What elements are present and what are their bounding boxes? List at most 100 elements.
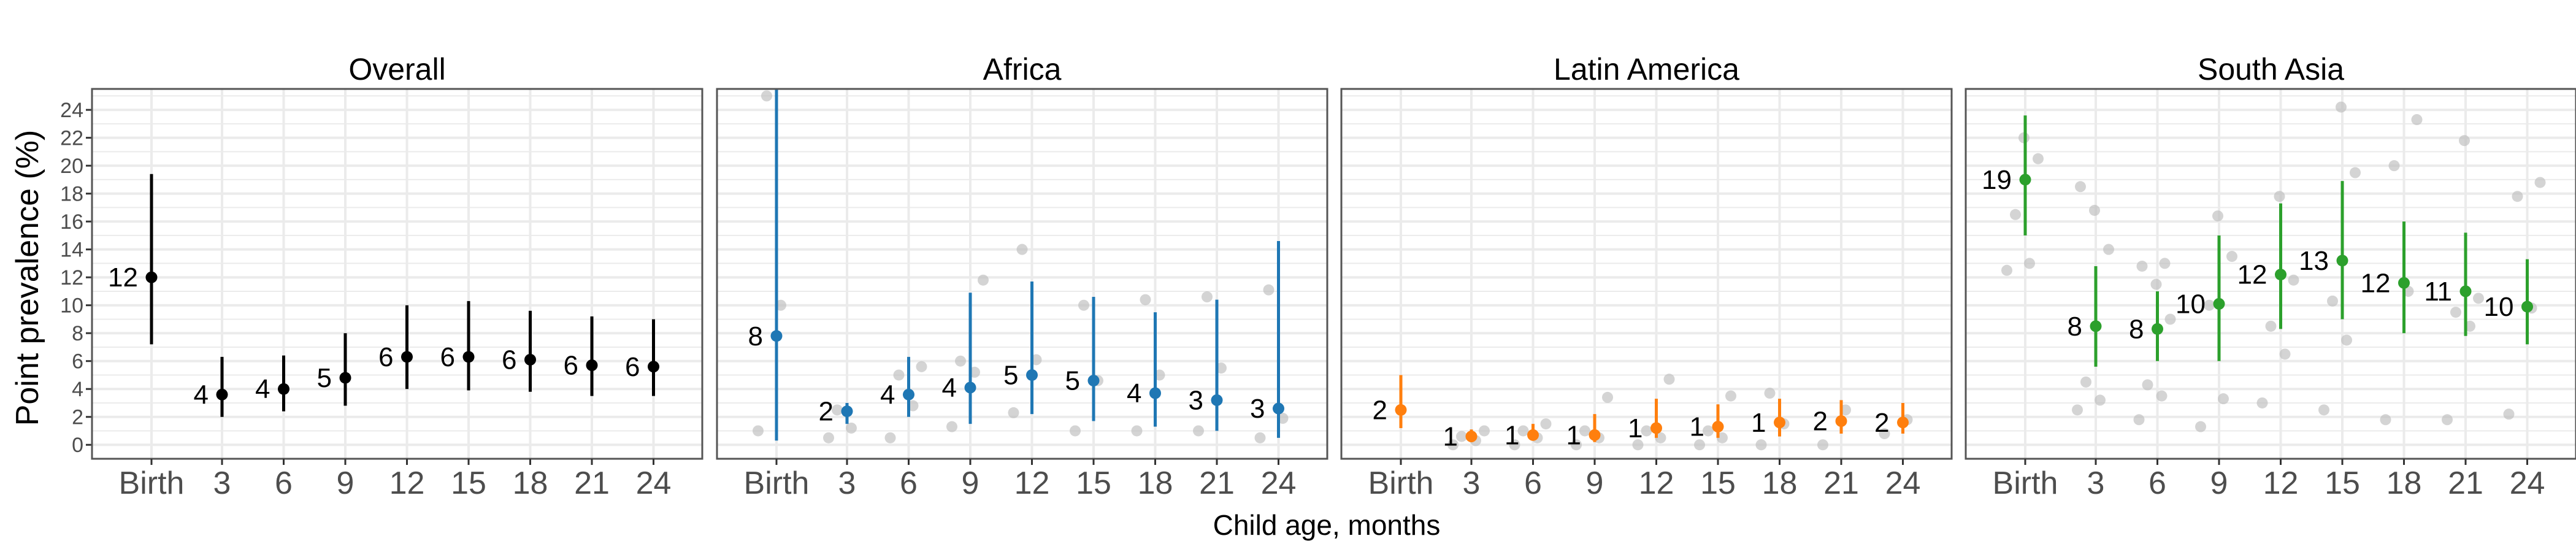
raw-data-point <box>946 421 957 432</box>
x-tick-label: 3 <box>838 466 856 501</box>
x-tick-label: 21 <box>1199 466 1235 501</box>
raw-data-point <box>2164 313 2176 325</box>
data-label: 5 <box>317 363 332 393</box>
panel-title: Latin America <box>1554 52 1739 86</box>
y-tick-label: 14 <box>60 239 83 262</box>
raw-data-point <box>2150 278 2162 290</box>
raw-data-point <box>1263 284 1275 296</box>
raw-data-point <box>1879 428 1890 440</box>
data-label: 4 <box>942 373 957 403</box>
raw-data-point <box>2075 181 2086 193</box>
point-estimate <box>964 381 976 394</box>
point-estimate <box>1149 387 1161 399</box>
x-tick-label: 15 <box>1076 466 1111 501</box>
x-tick-label: 3 <box>213 466 231 501</box>
raw-data-point <box>2442 414 2453 426</box>
raw-data-point <box>2279 348 2291 360</box>
raw-data-point <box>1456 431 1467 442</box>
point-estimate <box>1087 375 1100 387</box>
raw-data-point <box>2072 404 2083 416</box>
raw-data-point <box>2142 379 2153 391</box>
y-tick-label: 22 <box>60 127 83 150</box>
raw-data-point <box>1479 425 1490 437</box>
y-tick-label: 6 <box>72 350 83 374</box>
point-estimate <box>524 353 536 366</box>
point-estimate <box>2521 301 2533 313</box>
x-tick-label: 24 <box>1885 466 1921 501</box>
raw-data-point <box>1517 425 1529 437</box>
raw-data-point <box>1008 407 1019 418</box>
x-tick-label: 12 <box>1639 466 1674 501</box>
raw-data-point <box>2226 251 2237 263</box>
point-estimate <box>1589 429 1601 441</box>
raw-data-point <box>1663 374 1675 385</box>
point-estimate <box>1211 394 1223 406</box>
point-estimate <box>1273 402 1284 415</box>
raw-data-point <box>1070 425 1081 437</box>
x-tick-label: 15 <box>451 466 486 501</box>
x-tick-label: 21 <box>1823 466 1859 501</box>
x-tick-label: 6 <box>2149 466 2166 501</box>
data-label: 1 <box>1751 408 1766 438</box>
data-label: 19 <box>1982 165 2012 195</box>
raw-data-point <box>2380 414 2391 426</box>
raw-data-point <box>823 432 834 443</box>
x-tick-label: Birth <box>119 466 185 501</box>
x-tick-label: 18 <box>2386 466 2422 501</box>
raw-data-point <box>2159 258 2171 269</box>
raw-data-point <box>884 432 896 443</box>
raw-data-point <box>1764 388 1776 399</box>
raw-data-point <box>1254 432 1266 443</box>
point-estimate <box>903 388 914 401</box>
raw-data-point <box>2080 376 2091 388</box>
raw-data-point <box>2459 135 2470 147</box>
raw-data-point <box>2336 101 2347 113</box>
y-tick-label: 4 <box>72 378 83 401</box>
raw-data-point <box>2327 295 2338 307</box>
x-tick-label: 9 <box>337 466 355 501</box>
chart-panel-3: South Asia 19 8 8 10 12 13 12 11 10 Birth 3 6 9 12 15 18… <box>1965 52 2576 501</box>
data-label: 1 <box>1505 420 1519 450</box>
point-estimate <box>2459 285 2472 297</box>
data-label: 8 <box>748 321 763 351</box>
x-tick-label: 15 <box>2325 466 2360 501</box>
x-tick-label: 12 <box>389 466 425 501</box>
point-estimate <box>648 361 659 373</box>
point-estimate <box>1897 416 1909 429</box>
raw-data-point <box>2388 160 2400 172</box>
data-label: 4 <box>194 380 209 410</box>
raw-data-point <box>2156 390 2168 402</box>
x-tick-label: 9 <box>2210 466 2228 501</box>
data-label: 1 <box>1628 413 1643 443</box>
panel-border <box>1340 88 1953 460</box>
y-tick-label: 8 <box>72 322 83 345</box>
point-estimate <box>2090 320 2102 332</box>
raw-data-point <box>916 361 927 372</box>
panel-title: Overall <box>348 52 445 86</box>
panel-background <box>1966 89 2576 459</box>
data-label: 12 <box>108 263 138 293</box>
data-label: 1 <box>1690 412 1704 442</box>
data-label: 2 <box>819 397 834 427</box>
raw-data-point <box>753 425 764 437</box>
data-label: 3 <box>1189 385 1203 415</box>
raw-data-point <box>2288 274 2299 286</box>
x-tick-label: 6 <box>1524 466 1542 501</box>
point-estimate <box>2152 323 2163 335</box>
point-estimate <box>1774 416 1785 429</box>
point-estimate <box>2336 255 2348 267</box>
raw-data-point <box>2218 393 2229 405</box>
panel-title: South Asia <box>2198 52 2344 86</box>
raw-data-point <box>2195 421 2206 432</box>
point-estimate <box>278 383 289 395</box>
x-tick-label: Birth <box>1993 466 2058 501</box>
point-estimate <box>1395 404 1407 416</box>
raw-data-point <box>955 355 966 367</box>
x-tick-label: 12 <box>2263 466 2299 501</box>
raw-data-point <box>2133 414 2145 426</box>
raw-data-point <box>1703 425 1714 437</box>
raw-data-point <box>1447 439 1459 451</box>
